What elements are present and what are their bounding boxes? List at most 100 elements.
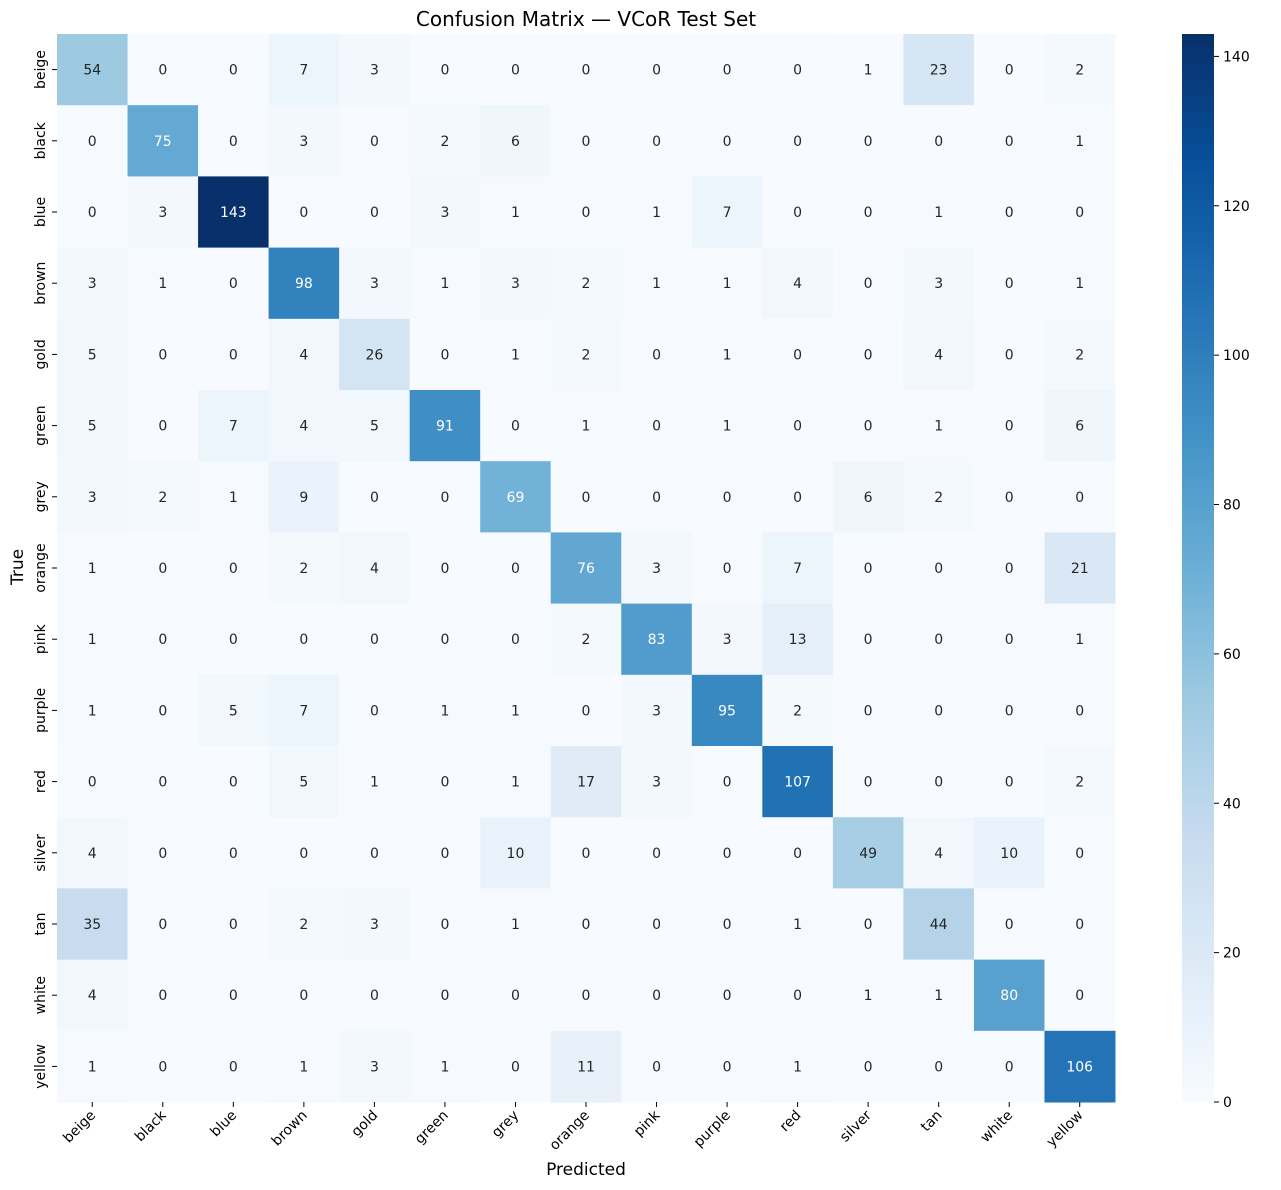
cell-value-label: 106 bbox=[1066, 1059, 1093, 1075]
heatmap-cell bbox=[691, 959, 763, 1032]
heatmap-cell bbox=[480, 603, 552, 676]
heatmap-cell bbox=[832, 461, 904, 533]
cell-value-label: 23 bbox=[930, 63, 948, 79]
cell-value-label: 0 bbox=[370, 988, 379, 1004]
cell-value-label: 4 bbox=[793, 276, 802, 292]
heatmap-cell bbox=[339, 746, 411, 818]
heatmap-cell bbox=[268, 105, 340, 177]
heatmap-cell bbox=[1044, 888, 1116, 961]
cell-value-label: 0 bbox=[229, 917, 238, 933]
heatmap-cell bbox=[339, 461, 411, 533]
cell-value-label: 0 bbox=[793, 846, 802, 862]
cell-value-label: 75 bbox=[154, 134, 172, 150]
cell-value-label: 0 bbox=[864, 703, 873, 719]
x-tick-label: pink bbox=[631, 1107, 664, 1140]
cell-value-label: 5 bbox=[88, 419, 97, 435]
heatmap-cell bbox=[973, 603, 1045, 676]
heatmap-cell bbox=[903, 603, 975, 676]
cell-value-label: 44 bbox=[930, 917, 948, 933]
y-tick-label: white bbox=[33, 976, 49, 1014]
heatmap-cell bbox=[409, 603, 481, 676]
heatmap-cell bbox=[198, 959, 270, 1032]
y-tick-label: purple bbox=[33, 688, 49, 733]
cell-value-label: 3 bbox=[440, 205, 449, 221]
cell-value-label: 0 bbox=[652, 1059, 661, 1075]
heatmap-cell bbox=[691, 746, 763, 818]
heatmap-cell bbox=[832, 746, 904, 818]
cell-value-label: 0 bbox=[1005, 490, 1014, 506]
cell-value-label: 0 bbox=[440, 917, 449, 933]
cell-value-label: 0 bbox=[88, 205, 97, 221]
heatmap-cell bbox=[762, 176, 834, 249]
cell-value-label: 1 bbox=[723, 276, 732, 292]
cell-value-label: 4 bbox=[88, 846, 97, 862]
cell-value-label: 0 bbox=[1075, 917, 1084, 933]
cell-value-label: 11 bbox=[577, 1059, 595, 1075]
cell-value-label: 2 bbox=[934, 490, 943, 506]
heatmap-cell bbox=[268, 674, 340, 747]
cell-value-label: 0 bbox=[158, 988, 167, 1004]
cell-value-label: 35 bbox=[83, 917, 101, 933]
cell-value-label: 2 bbox=[299, 917, 308, 933]
cell-value-label: 1 bbox=[1075, 134, 1084, 150]
cell-value-label: 0 bbox=[652, 988, 661, 1004]
heatmap-cell bbox=[480, 105, 552, 177]
heatmap-cell bbox=[409, 888, 481, 961]
heatmap-cell bbox=[339, 532, 411, 605]
cell-value-label: 0 bbox=[864, 1059, 873, 1075]
cell-value-label: 1 bbox=[370, 775, 379, 791]
heatmap-cell bbox=[198, 390, 270, 462]
cell-value-label: 4 bbox=[88, 988, 97, 1004]
cell-value-label: 0 bbox=[229, 1059, 238, 1075]
heatmap-cell bbox=[691, 176, 763, 249]
cell-value-label: 21 bbox=[1071, 561, 1089, 577]
heatmap-cell bbox=[973, 318, 1045, 391]
cell-value-label: 0 bbox=[229, 134, 238, 150]
heatmap-cell bbox=[762, 959, 834, 1032]
heatmap-cell bbox=[973, 105, 1045, 177]
cell-value-label: 2 bbox=[440, 134, 449, 150]
cell-value-label: 1 bbox=[511, 703, 520, 719]
heatmap-cell bbox=[691, 461, 763, 533]
heatmap-cell bbox=[268, 746, 340, 818]
heatmap-cell bbox=[268, 817, 340, 889]
heatmap-cell bbox=[550, 959, 622, 1032]
heatmap-cell bbox=[409, 746, 481, 818]
cell-value-label: 0 bbox=[1075, 988, 1084, 1004]
heatmap-cell bbox=[409, 532, 481, 605]
cell-value-label: 5 bbox=[88, 347, 97, 363]
heatmap-cell bbox=[268, 247, 340, 320]
cell-value-label: 0 bbox=[582, 63, 591, 79]
cell-value-label: 9 bbox=[299, 490, 308, 506]
heatmap-cell bbox=[903, 674, 975, 747]
heatmap-cell bbox=[832, 176, 904, 249]
cell-value-label: 0 bbox=[158, 632, 167, 648]
y-tick-label: orange bbox=[33, 543, 49, 592]
cell-value-label: 0 bbox=[88, 775, 97, 791]
heatmap-cell bbox=[127, 247, 199, 320]
heatmap-cell bbox=[832, 390, 904, 462]
heatmap-cell bbox=[1044, 959, 1116, 1032]
cell-value-label: 1 bbox=[934, 419, 943, 435]
cell-value-label: 10 bbox=[1000, 846, 1018, 862]
heatmap-cell bbox=[198, 461, 270, 533]
cell-value-label: 1 bbox=[440, 703, 449, 719]
heatmap-cell bbox=[691, 674, 763, 747]
cell-value-label: 1 bbox=[299, 1059, 308, 1075]
heatmap-cell bbox=[832, 674, 904, 747]
heatmap-cell bbox=[268, 34, 340, 106]
cell-value-label: 0 bbox=[723, 1059, 732, 1075]
cell-value-label: 54 bbox=[83, 63, 101, 79]
cell-value-label: 69 bbox=[507, 490, 525, 506]
heatmap-cell bbox=[762, 817, 834, 889]
cell-value-label: 0 bbox=[1005, 1059, 1014, 1075]
heatmap-cell bbox=[409, 674, 481, 747]
cell-value-label: 0 bbox=[511, 1059, 520, 1075]
cell-value-label: 0 bbox=[864, 276, 873, 292]
heatmap-cell bbox=[57, 603, 129, 676]
heatmap-cell bbox=[57, 105, 129, 177]
cell-value-label: 0 bbox=[582, 490, 591, 506]
cell-value-label: 1 bbox=[793, 917, 802, 933]
cell-value-label: 0 bbox=[440, 988, 449, 1004]
heatmap-cell bbox=[57, 746, 129, 818]
